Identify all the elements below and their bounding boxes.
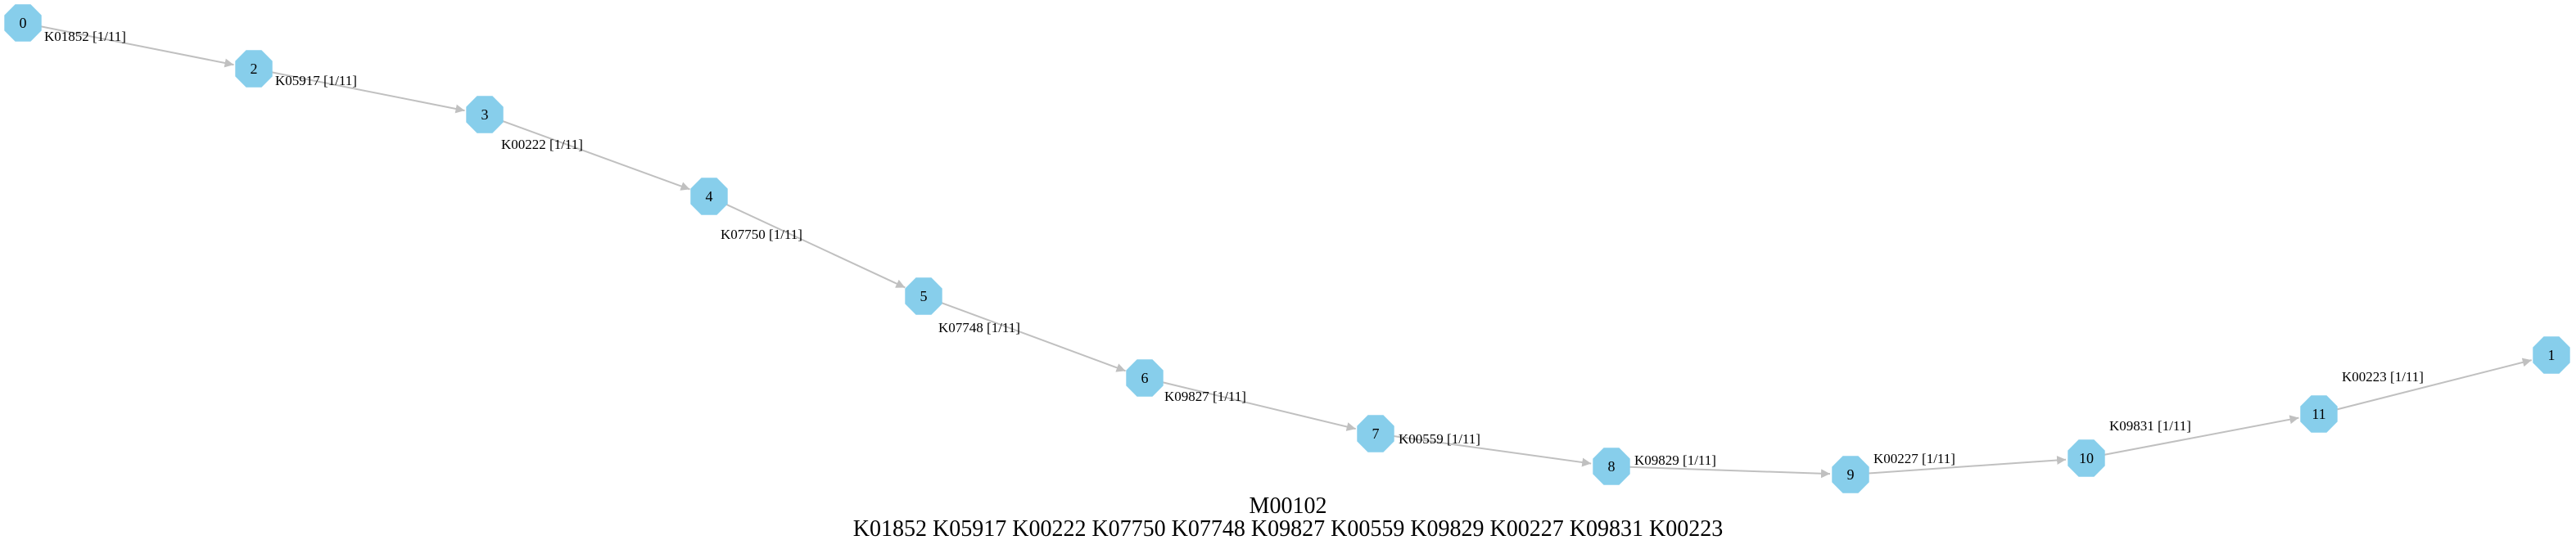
node-label-5: 5	[920, 288, 928, 304]
node-7: 7	[1357, 415, 1394, 452]
node-shape-10	[2068, 439, 2105, 477]
node-6: 6	[1126, 359, 1164, 397]
node-shape-8	[1593, 448, 1630, 485]
edge-label-7-8: K00559 [1/11]	[1399, 431, 1480, 447]
node-8: 8	[1593, 448, 1630, 485]
edge-label-10-11: K09831 [1/11]	[2109, 418, 2191, 434]
node-5: 5	[905, 277, 942, 315]
edge-9-10	[1868, 456, 2067, 475]
node-3: 3	[466, 96, 504, 133]
node-label-2: 2	[251, 61, 258, 77]
node-0: 0	[4, 4, 42, 42]
node-shape-9	[1832, 456, 1869, 493]
edge-3-4	[501, 119, 690, 191]
edge-label-5-6: K07748 [1/11]	[938, 320, 1020, 335]
edge-8-9	[1629, 466, 1831, 479]
node-shape-6	[1126, 359, 1164, 397]
edge-label-3-4: K00222 [1/11]	[501, 137, 583, 152]
node-label-8: 8	[1608, 458, 1616, 475]
node-label-3: 3	[481, 106, 489, 123]
node-label-7: 7	[1372, 425, 1380, 442]
diagram-title: M00102	[1250, 493, 1327, 519]
node-label-1: 1	[2548, 347, 2556, 363]
edge-11-1	[2336, 358, 2533, 411]
node-label-6: 6	[1141, 370, 1149, 386]
node-label-0: 0	[20, 15, 27, 31]
edge-label-6-7: K09827 [1/11]	[1164, 389, 1246, 404]
edge-label-8-9: K09829 [1/11]	[1634, 452, 1716, 468]
diagram-subtitle: K01852 K05917 K00222 K07750 K07748 K0982…	[853, 516, 1723, 542]
node-shape-0	[4, 4, 42, 42]
node-shape-4	[690, 178, 728, 215]
node-10: 10	[2068, 439, 2105, 477]
node-9: 9	[1832, 456, 1869, 493]
edge-4-5	[725, 203, 906, 289]
node-2: 2	[235, 50, 273, 88]
node-shape-11	[2300, 395, 2338, 433]
edge-10-11	[2104, 415, 2299, 456]
node-4: 4	[690, 178, 728, 215]
edge-0-2	[40, 25, 234, 68]
edges	[40, 25, 2533, 479]
node-shape-7	[1357, 415, 1394, 452]
node-1: 1	[2533, 336, 2570, 374]
edge-label-0-2: K01852 [1/11]	[44, 29, 126, 44]
edge-labels: K01852 [1/11] K05917 [1/11] K00222 [1/11] K…	[44, 29, 2424, 468]
node-shape-3	[466, 96, 504, 133]
node-shape-2	[235, 50, 273, 88]
edge-6-7	[1162, 381, 1356, 431]
node-11: 11	[2300, 395, 2338, 433]
edge-label-11-1: K00223 [1/11]	[2342, 369, 2424, 385]
edge-5-6	[940, 301, 1126, 372]
edge-label-4-5: K07750 [1/11]	[721, 227, 802, 242]
edge-2-3	[271, 71, 465, 114]
node-shape-5	[905, 277, 942, 315]
edge-label-2-3: K05917 [1/11]	[275, 73, 357, 88]
node-label-10: 10	[2079, 450, 2094, 466]
node-shape-1	[2533, 336, 2570, 374]
node-label-11: 11	[2312, 406, 2325, 422]
edge-label-9-10: K00227 [1/11]	[1873, 451, 1955, 466]
node-label-4: 4	[706, 188, 713, 205]
edge-7-8	[1393, 435, 1592, 467]
node-label-9: 9	[1847, 466, 1855, 483]
